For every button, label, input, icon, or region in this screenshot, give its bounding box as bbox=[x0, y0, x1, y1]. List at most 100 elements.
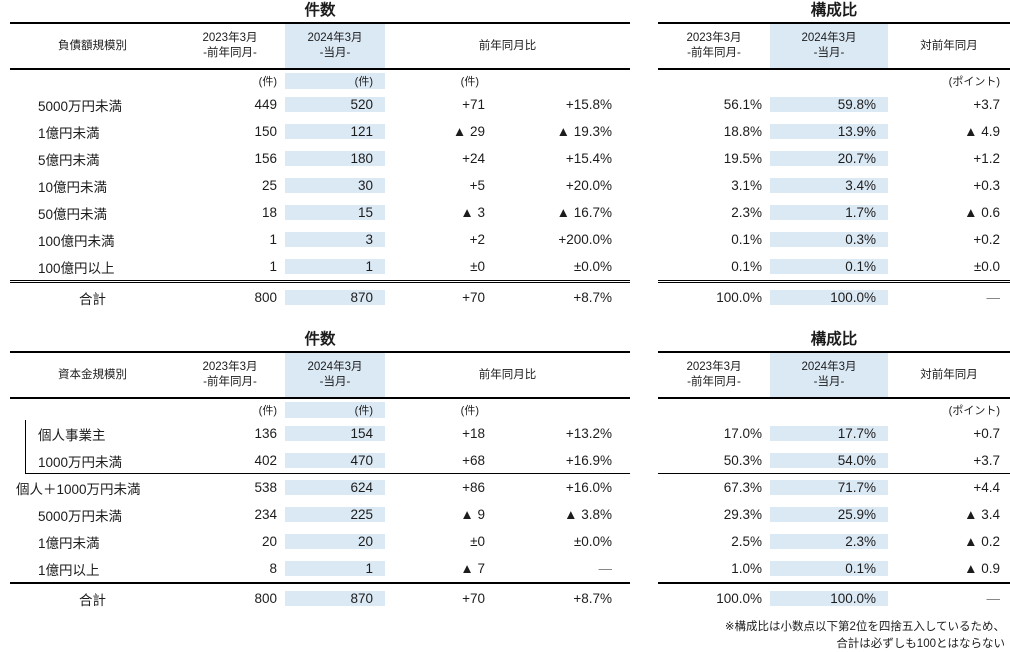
debt-size-band: 件数 負債額規模別 2023年3月 -前年同月- 2024年3月 -当月- 前年… bbox=[0, 0, 1010, 312]
column-header-line1: 2023年3月 bbox=[202, 361, 258, 374]
share-2024: 3.4% bbox=[770, 178, 888, 193]
table-title: 構成比 bbox=[810, 331, 858, 348]
table-header-row: 2023年3月 -前年同月- 2024年3月 -当月- 対前年同月 bbox=[658, 351, 1010, 399]
value-diff: ▲ 29 bbox=[452, 124, 485, 139]
total-2024: 870 bbox=[285, 290, 385, 305]
share-diff: +0.7 bbox=[973, 426, 1000, 441]
total-share-2023: 100.0% bbox=[716, 591, 762, 606]
value-pct: +16.9% bbox=[565, 453, 612, 468]
share-2024: 0.1% bbox=[770, 561, 888, 576]
share-2023: 50.3% bbox=[723, 453, 762, 468]
share-diff: ▲ 0.9 bbox=[964, 561, 1000, 576]
table-title: 件数 bbox=[304, 2, 336, 19]
value-2023: 8 bbox=[269, 561, 277, 576]
value-2023: 402 bbox=[254, 453, 277, 468]
column-header-line1: 2023年3月 bbox=[202, 32, 258, 45]
column-header-line1: 2023年3月 bbox=[686, 32, 742, 45]
share-diff: +3.7 bbox=[973, 453, 1000, 468]
value-diff: +2 bbox=[469, 232, 485, 247]
units-row: (件) (件) (件) bbox=[10, 70, 630, 91]
share-2023: 2.5% bbox=[731, 534, 762, 549]
column-header-vs-prev-year: 対前年同月 bbox=[920, 39, 978, 52]
total-row: 100.0% 100.0% — bbox=[658, 280, 1010, 312]
column-header-line1: 2023年3月 bbox=[686, 361, 742, 374]
value-pct: ▲ 16.7% bbox=[556, 205, 612, 220]
value-pct: +15.4% bbox=[565, 151, 612, 166]
total-2023: 800 bbox=[254, 290, 277, 305]
table-row: 1億円未満 20 20 ±0 ±0.0% bbox=[10, 528, 630, 555]
share-2023: 3.1% bbox=[731, 178, 762, 193]
row-label: 1億円未満 bbox=[38, 125, 100, 141]
table-row: 0.1% 0.3% +0.2 bbox=[658, 226, 1010, 253]
share-diff: ▲ 4.9 bbox=[964, 124, 1000, 139]
column-header-line2: -前年同月- bbox=[203, 47, 257, 59]
share-2024: 71.7% bbox=[770, 480, 888, 495]
value-2024: 624 bbox=[285, 480, 385, 495]
unit-label: (ポイント) bbox=[948, 75, 1000, 88]
value-2024: 1 bbox=[285, 561, 385, 576]
row-label: 個人＋1000万円未満 bbox=[16, 481, 141, 497]
row-label: 100億円以上 bbox=[38, 260, 115, 276]
column-header-2023: 2023年3月 -前年同月- bbox=[658, 353, 770, 397]
share-2024: 54.0% bbox=[770, 453, 888, 468]
value-2024: 121 bbox=[285, 124, 385, 139]
value-pct: ▲ 19.3% bbox=[556, 124, 612, 139]
value-diff: +68 bbox=[462, 453, 485, 468]
value-2023: 449 bbox=[254, 97, 277, 112]
share-2023: 18.8% bbox=[723, 124, 762, 139]
share-diff: ▲ 0.2 bbox=[964, 534, 1000, 549]
row-label: 50億円未満 bbox=[38, 206, 108, 222]
row-header-label: 資本金規模別 bbox=[58, 368, 127, 381]
value-diff: +86 bbox=[462, 480, 485, 495]
column-header-yoy: 前年同月比 bbox=[478, 39, 537, 52]
column-header-2024: 2024年3月 -当月- bbox=[770, 353, 888, 397]
table-row: 0.1% 0.1% ±0.0 bbox=[658, 253, 1010, 280]
column-header-line2: -前年同月- bbox=[687, 47, 741, 59]
capital-share-table: 構成比 2023年3月 -前年同月- 2024年3月 -当月- 対前年同月 (ポ… bbox=[658, 329, 1010, 650]
value-diff: +24 bbox=[462, 151, 485, 166]
row-label: 1億円以上 bbox=[38, 562, 100, 578]
value-2023: 136 bbox=[254, 426, 277, 441]
value-2024: 154 bbox=[285, 426, 385, 441]
share-diff: +3.7 bbox=[973, 97, 1000, 112]
total-label: 合計 bbox=[79, 291, 106, 307]
row-label: 1億円未満 bbox=[38, 535, 100, 551]
table-row: 個人事業主 136 154 +18 +13.2% bbox=[10, 420, 630, 447]
total-share-2023: 100.0% bbox=[716, 290, 762, 305]
share-2023: 19.5% bbox=[723, 151, 762, 166]
column-header-line2: -当月- bbox=[813, 376, 845, 388]
total-diff: +70 bbox=[462, 290, 485, 305]
column-header-line1: 2024年3月 bbox=[801, 361, 857, 374]
value-pct: ±0.0% bbox=[573, 259, 612, 274]
column-header-line1: 2024年3月 bbox=[801, 32, 857, 45]
value-diff: ±0 bbox=[470, 259, 485, 274]
value-2023: 538 bbox=[254, 480, 277, 495]
total-label: 合計 bbox=[79, 592, 106, 608]
unit-label: (件) bbox=[460, 404, 479, 417]
column-header-2024: 2024年3月 -当月- bbox=[285, 353, 385, 397]
value-pct: +13.2% bbox=[565, 426, 612, 441]
value-2024: 520 bbox=[285, 97, 385, 112]
units-row: (件) (件) (件) bbox=[10, 399, 630, 420]
table-row: 個人＋1000万円未満 538 624 +86 +16.0% bbox=[10, 474, 630, 501]
unit-label: (件) bbox=[258, 404, 277, 417]
column-header-line1: 2024年3月 bbox=[307, 32, 363, 45]
table-title: 件数 bbox=[304, 331, 336, 348]
capital-count-table: 件数 資本金規模別 2023年3月 -前年同月- 2024年3月 -当月- 前年… bbox=[10, 329, 630, 613]
table-row: 1.0% 0.1% ▲ 0.9 bbox=[658, 555, 1010, 582]
share-2024: 0.1% bbox=[770, 259, 888, 274]
footnote-line2: 合計は必ずしも100とはならない bbox=[836, 637, 1005, 650]
debt-share-table: 構成比 2023年3月 -前年同月- 2024年3月 -当月- 対前年同月 (ポ… bbox=[658, 0, 1010, 312]
unit-label: (件) bbox=[285, 72, 385, 89]
footnote-line1: ※構成比は小数点以下第2位を四捨五入しているため、 bbox=[724, 621, 1005, 633]
value-2023: 156 bbox=[254, 151, 277, 166]
share-diff: ±0.0 bbox=[973, 259, 1000, 274]
total-row: 合計 800 870 +70 +8.7% bbox=[10, 582, 630, 613]
value-2024: 20 bbox=[285, 534, 385, 549]
value-pct: ±0.0% bbox=[573, 534, 612, 549]
units-row: (ポイント) bbox=[658, 399, 1010, 420]
total-pct: +8.7% bbox=[573, 290, 612, 305]
column-header-vs-prev-year: 対前年同月 bbox=[920, 368, 978, 381]
table-title: 構成比 bbox=[810, 2, 858, 19]
